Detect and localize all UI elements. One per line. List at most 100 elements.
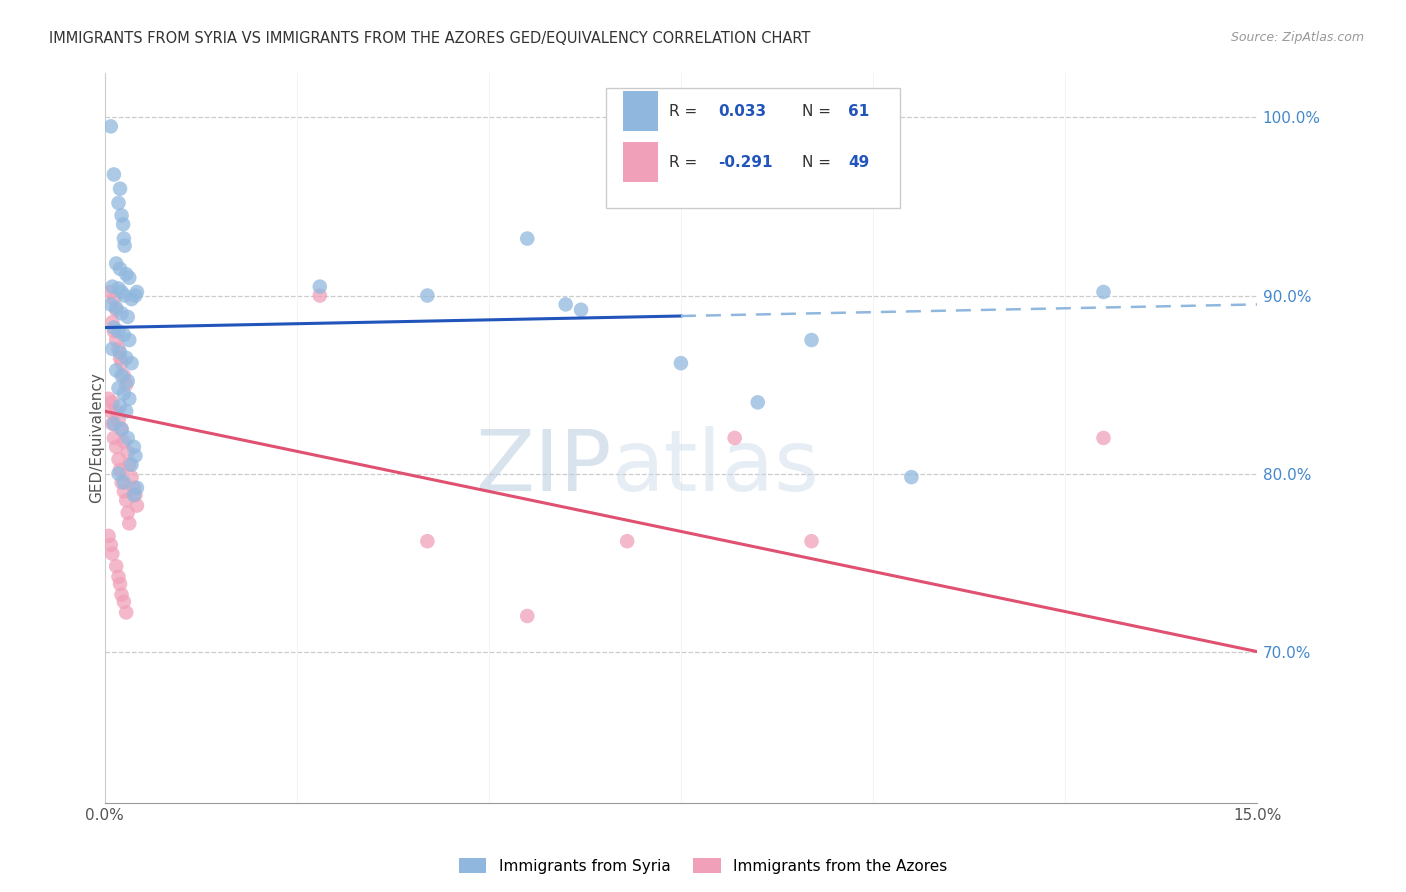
- Text: N =: N =: [801, 103, 835, 119]
- Point: [101, 279, 124, 293]
- Point: [121, 292, 143, 306]
- Point: [118, 392, 141, 406]
- Point: [118, 516, 141, 531]
- Point: [108, 182, 131, 196]
- Point: [103, 324, 125, 338]
- Point: [105, 333, 128, 347]
- Text: IMMIGRANTS FROM SYRIA VS IMMIGRANTS FROM THE AZORES GED/EQUIVALENCY CORRELATION : IMMIGRANTS FROM SYRIA VS IMMIGRANTS FROM…: [49, 31, 811, 46]
- Point: [115, 377, 138, 392]
- Point: [117, 431, 139, 445]
- Point: [118, 333, 141, 347]
- Point: [105, 256, 128, 270]
- Point: [101, 395, 124, 409]
- Point: [112, 231, 135, 245]
- Point: [103, 292, 125, 306]
- Point: [121, 356, 143, 370]
- Point: [97, 529, 120, 543]
- Text: -0.291: -0.291: [718, 155, 772, 169]
- Point: [107, 570, 129, 584]
- Point: [122, 481, 145, 495]
- Point: [900, 470, 922, 484]
- Point: [117, 310, 139, 324]
- FancyBboxPatch shape: [606, 87, 900, 208]
- Point: [800, 534, 823, 549]
- Point: [107, 381, 129, 395]
- Point: [108, 463, 131, 477]
- Point: [124, 449, 146, 463]
- Point: [125, 481, 148, 495]
- Point: [117, 506, 139, 520]
- Point: [110, 422, 132, 436]
- Text: N =: N =: [801, 155, 835, 169]
- Point: [101, 315, 124, 329]
- Point: [108, 345, 131, 359]
- Point: [107, 452, 129, 467]
- Point: [308, 279, 330, 293]
- Point: [112, 434, 135, 449]
- Point: [124, 488, 146, 502]
- Point: [97, 392, 120, 406]
- Point: [101, 342, 124, 356]
- Point: [105, 302, 128, 317]
- Point: [112, 386, 135, 401]
- Point: [108, 351, 131, 365]
- Point: [110, 475, 132, 490]
- Point: [117, 445, 139, 459]
- Point: [112, 368, 135, 383]
- Point: [110, 368, 132, 383]
- Point: [114, 288, 136, 302]
- Point: [669, 356, 692, 370]
- Point: [115, 606, 138, 620]
- Point: [1092, 285, 1115, 299]
- Point: [105, 301, 128, 315]
- Text: Source: ZipAtlas.com: Source: ZipAtlas.com: [1230, 31, 1364, 45]
- Legend: Immigrants from Syria, Immigrants from the Azores: Immigrants from Syria, Immigrants from t…: [453, 852, 953, 880]
- Point: [112, 595, 135, 609]
- Point: [100, 404, 122, 418]
- Point: [115, 404, 138, 418]
- Polygon shape: [623, 91, 658, 131]
- Point: [616, 534, 638, 549]
- Point: [122, 488, 145, 502]
- Point: [110, 208, 132, 222]
- Point: [108, 261, 131, 276]
- Point: [724, 431, 747, 445]
- Point: [115, 351, 138, 365]
- Point: [125, 285, 148, 299]
- Point: [118, 458, 141, 472]
- Point: [105, 440, 128, 454]
- Point: [108, 577, 131, 591]
- Point: [747, 395, 769, 409]
- Point: [121, 470, 143, 484]
- Point: [103, 417, 125, 431]
- Point: [112, 475, 135, 490]
- Point: [516, 609, 538, 624]
- Text: 0.033: 0.033: [718, 103, 766, 119]
- Point: [416, 534, 439, 549]
- Text: R =: R =: [669, 155, 703, 169]
- Point: [800, 333, 823, 347]
- Point: [107, 324, 129, 338]
- Point: [112, 484, 135, 499]
- Text: atlas: atlas: [612, 425, 820, 508]
- Point: [105, 363, 128, 377]
- Point: [101, 417, 124, 431]
- Point: [117, 374, 139, 388]
- Point: [122, 440, 145, 454]
- Point: [114, 238, 136, 252]
- Text: R =: R =: [669, 103, 703, 119]
- Point: [107, 467, 129, 481]
- Text: 49: 49: [848, 155, 869, 169]
- Polygon shape: [623, 143, 658, 183]
- Point: [110, 422, 132, 436]
- Point: [105, 559, 128, 574]
- Point: [125, 499, 148, 513]
- Point: [107, 281, 129, 295]
- Point: [118, 270, 141, 285]
- Y-axis label: GED/Equivalency: GED/Equivalency: [89, 373, 104, 503]
- Point: [110, 356, 132, 370]
- Point: [100, 285, 122, 299]
- Point: [101, 547, 124, 561]
- Point: [569, 302, 592, 317]
- Point: [112, 327, 135, 342]
